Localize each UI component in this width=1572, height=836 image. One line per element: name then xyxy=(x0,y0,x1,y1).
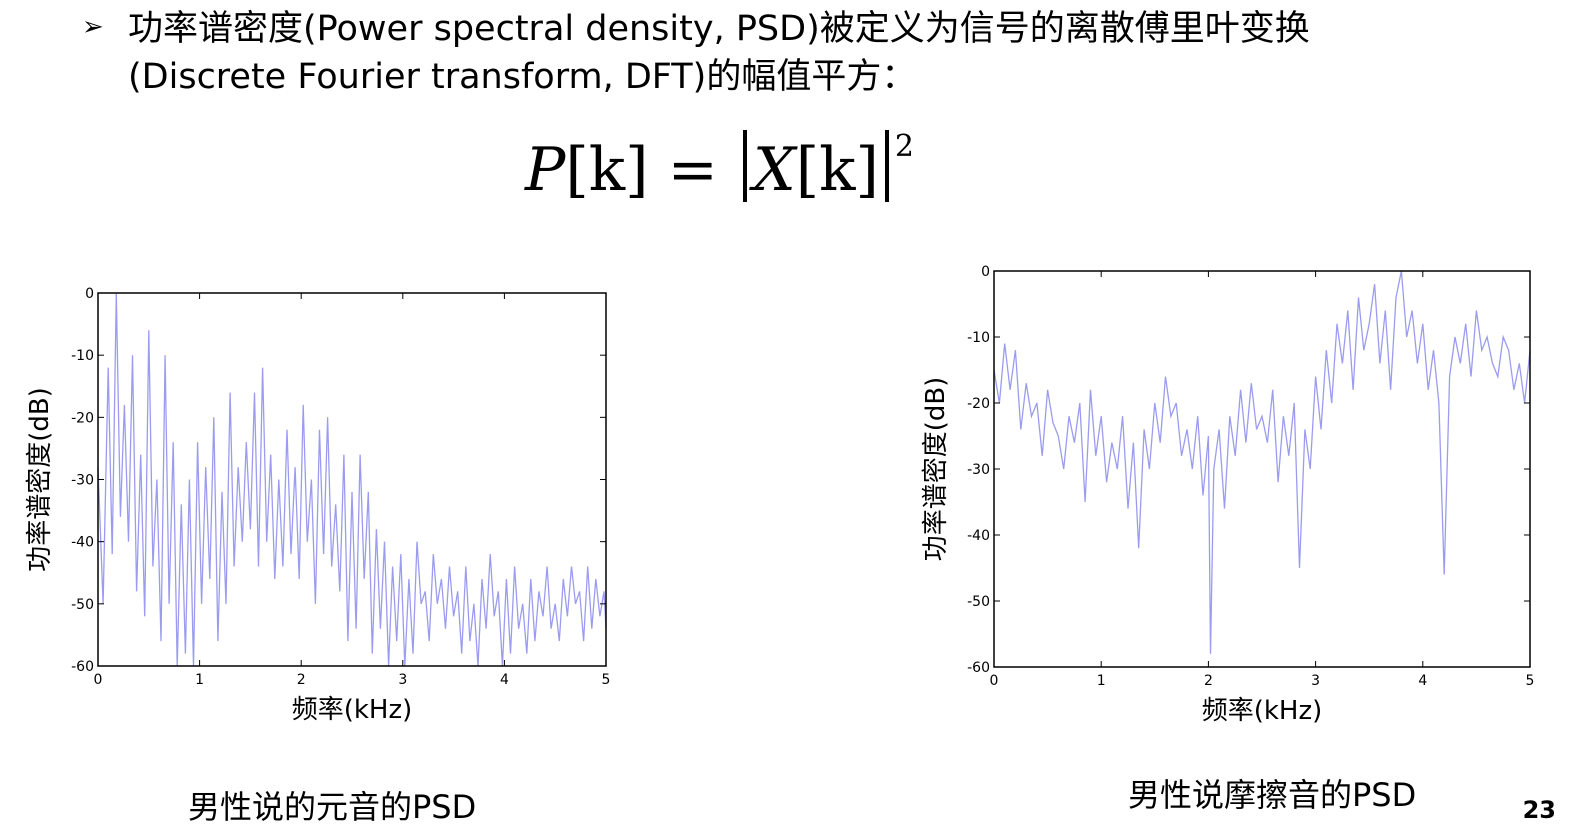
y-tick-label: -50 xyxy=(967,594,990,610)
formula-power: 2 xyxy=(894,129,914,164)
x-tick-label: 3 xyxy=(398,672,407,688)
formula-lhs-arg: [k] xyxy=(565,135,649,205)
y-tick-label: -40 xyxy=(967,528,990,544)
y-tick-label: -60 xyxy=(71,659,94,675)
psd-series-line-1-0 xyxy=(993,270,1531,654)
x-tick-label: 5 xyxy=(1526,673,1535,689)
page-number: 23 xyxy=(1522,796,1556,824)
formula-rhs: X xyxy=(753,135,796,205)
x-axis-label: 频率(kHz) xyxy=(1202,696,1323,726)
plot-frame xyxy=(993,270,1531,668)
formula-equals: = xyxy=(667,135,718,205)
fricative-psd-chart: 0 1 2 3 4 5 0 -10 -20 -30 -40 -50 -60 频率(kHz) 功率谱密度(dB… xyxy=(921,264,1535,726)
bullet-marker: ➢ xyxy=(82,12,104,42)
formula-rhs-arg: [k] xyxy=(795,135,879,205)
abs-bar-left xyxy=(743,130,747,202)
y-tick-label: -20 xyxy=(967,396,990,412)
abs-bar-right xyxy=(884,130,889,202)
y-tick-label: -40 xyxy=(71,535,94,551)
x-tick-label: 0 xyxy=(94,672,103,688)
psd-series-line-0-0 xyxy=(97,292,607,667)
definition-line-1: 功率谱密度(Power spectral density, PSD)被定义为信号… xyxy=(128,9,1310,49)
formula-lhs: P xyxy=(525,135,566,205)
y-tick-label: -50 xyxy=(71,597,94,613)
y-tick-label: -20 xyxy=(71,410,94,426)
x-tick-label: 1 xyxy=(1097,673,1106,689)
caption-vowel: 男性说的元音的PSD xyxy=(188,788,477,826)
y-tick-label: -60 xyxy=(967,660,990,676)
y-tick-label: -10 xyxy=(967,330,990,346)
vowel-psd-chart: 0 1 2 3 4 5 0 -10 -20 -30 -40 -50 -60 频率(kHz) 功率谱密度(dB… xyxy=(25,286,611,725)
definition-line-2: (Discrete Fourier transform, DFT)的幅值平方： xyxy=(128,57,917,97)
caption-fricative: 男性说摩擦音的PSD xyxy=(1128,776,1417,814)
x-tick-label: 1 xyxy=(195,672,204,688)
x-tick-label: 0 xyxy=(990,673,999,689)
y-tick-label: -10 xyxy=(71,348,94,364)
x-tick-label: 3 xyxy=(1311,673,1320,689)
y-axis-label: 功率谱密度(dB) xyxy=(25,387,55,572)
y-tick-label: 0 xyxy=(85,286,94,302)
x-tick-label: 2 xyxy=(1204,673,1213,689)
y-tick-label: 0 xyxy=(981,264,990,280)
y-tick-label: -30 xyxy=(71,473,94,489)
x-tick-label: 2 xyxy=(297,672,306,688)
x-tick-label: 4 xyxy=(1418,673,1427,689)
y-axis-label: 功率谱密度(dB) xyxy=(921,377,951,562)
psd-formula: P[k] = X[k] 2 xyxy=(525,130,914,202)
x-tick-label: 5 xyxy=(602,672,611,688)
x-axis-label: 频率(kHz) xyxy=(292,695,413,725)
x-tick-label: 4 xyxy=(500,672,509,688)
y-tick-label: -30 xyxy=(967,462,990,478)
